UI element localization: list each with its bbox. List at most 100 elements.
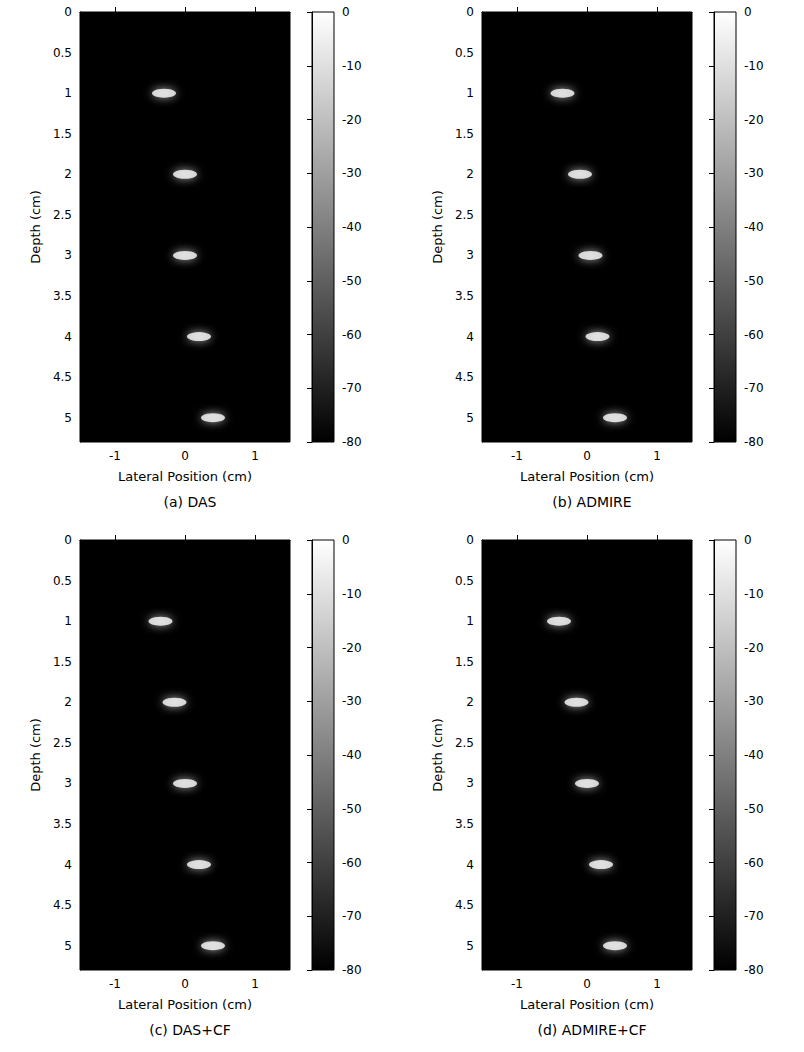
svg-text:-10: -10: [744, 587, 764, 601]
svg-text:(b) ADMIRE: (b) ADMIRE: [552, 494, 631, 510]
svg-text:2.5: 2.5: [53, 208, 72, 222]
svg-text:3: 3: [64, 776, 72, 790]
svg-text:-50: -50: [342, 274, 362, 288]
svg-text:-50: -50: [744, 274, 764, 288]
svg-text:-1: -1: [511, 977, 523, 991]
svg-text:-50: -50: [342, 802, 362, 816]
svg-text:Lateral Position (cm): Lateral Position (cm): [520, 997, 654, 1012]
svg-text:4.5: 4.5: [455, 898, 474, 912]
svg-text:0: 0: [64, 533, 72, 547]
svg-text:Depth (cm): Depth (cm): [430, 190, 445, 264]
svg-text:3.5: 3.5: [455, 817, 474, 831]
svg-text:4.5: 4.5: [53, 898, 72, 912]
svg-text:-10: -10: [342, 59, 362, 73]
svg-text:1: 1: [64, 614, 72, 628]
svg-text:Lateral Position (cm): Lateral Position (cm): [118, 469, 252, 484]
svg-text:4: 4: [64, 858, 72, 872]
svg-text:3: 3: [466, 248, 474, 262]
svg-text:-20: -20: [342, 641, 362, 655]
svg-text:1.5: 1.5: [53, 127, 72, 141]
svg-text:-40: -40: [342, 748, 362, 762]
svg-text:3: 3: [466, 776, 474, 790]
svg-text:3.5: 3.5: [53, 289, 72, 303]
svg-text:-70: -70: [342, 909, 362, 923]
svg-text:3: 3: [64, 248, 72, 262]
svg-text:1: 1: [251, 449, 259, 463]
svg-text:-1: -1: [511, 449, 523, 463]
svg-text:5: 5: [64, 939, 72, 953]
svg-text:-30: -30: [342, 694, 362, 708]
svg-text:0.5: 0.5: [53, 46, 72, 60]
svg-text:-20: -20: [342, 113, 362, 127]
svg-text:(d) ADMIRE+CF: (d) ADMIRE+CF: [538, 1022, 647, 1038]
svg-text:-10: -10: [342, 587, 362, 601]
svg-text:4.5: 4.5: [53, 370, 72, 384]
svg-text:0.5: 0.5: [455, 574, 474, 588]
svg-text:Depth (cm): Depth (cm): [28, 718, 43, 792]
svg-text:-60: -60: [342, 328, 362, 342]
svg-text:0: 0: [64, 5, 72, 19]
svg-text:-60: -60: [744, 856, 764, 870]
svg-text:2.5: 2.5: [455, 736, 474, 750]
svg-text:4: 4: [466, 858, 474, 872]
svg-text:-10: -10: [744, 59, 764, 73]
svg-text:1.5: 1.5: [455, 655, 474, 669]
svg-text:1: 1: [653, 449, 661, 463]
svg-text:1.5: 1.5: [53, 655, 72, 669]
svg-text:-80: -80: [744, 963, 764, 977]
svg-text:0: 0: [342, 5, 350, 19]
svg-text:1: 1: [251, 977, 259, 991]
svg-text:4.5: 4.5: [455, 370, 474, 384]
svg-text:5: 5: [466, 411, 474, 425]
svg-text:5: 5: [466, 939, 474, 953]
svg-text:0: 0: [181, 977, 189, 991]
svg-text:-20: -20: [744, 113, 764, 127]
svg-text:-40: -40: [744, 220, 764, 234]
svg-text:(a) DAS: (a) DAS: [164, 494, 217, 510]
svg-text:-80: -80: [342, 435, 362, 449]
svg-text:-40: -40: [342, 220, 362, 234]
svg-text:2: 2: [64, 167, 72, 181]
svg-text:0: 0: [466, 533, 474, 547]
svg-text:-30: -30: [342, 166, 362, 180]
svg-text:Lateral Position (cm): Lateral Position (cm): [520, 469, 654, 484]
svg-text:-30: -30: [744, 166, 764, 180]
svg-text:-40: -40: [744, 748, 764, 762]
svg-text:Depth (cm): Depth (cm): [430, 718, 445, 792]
svg-text:1: 1: [466, 86, 474, 100]
svg-text:1: 1: [466, 614, 474, 628]
svg-text:0: 0: [342, 533, 350, 547]
svg-text:0.5: 0.5: [455, 46, 474, 60]
svg-text:-1: -1: [109, 449, 121, 463]
svg-text:-70: -70: [342, 381, 362, 395]
svg-text:3.5: 3.5: [53, 817, 72, 831]
svg-text:1: 1: [64, 86, 72, 100]
svg-text:2.5: 2.5: [53, 736, 72, 750]
svg-text:-80: -80: [342, 963, 362, 977]
svg-text:Depth (cm): Depth (cm): [28, 190, 43, 264]
svg-text:2: 2: [466, 167, 474, 181]
svg-text:0: 0: [583, 449, 591, 463]
svg-text:Lateral Position (cm): Lateral Position (cm): [118, 997, 252, 1012]
svg-text:2.5: 2.5: [455, 208, 474, 222]
svg-text:5: 5: [64, 411, 72, 425]
svg-text:-80: -80: [744, 435, 764, 449]
svg-text:-60: -60: [342, 856, 362, 870]
svg-text:0: 0: [583, 977, 591, 991]
svg-text:3.5: 3.5: [455, 289, 474, 303]
svg-text:-70: -70: [744, 381, 764, 395]
svg-text:-60: -60: [744, 328, 764, 342]
svg-text:(c) DAS+CF: (c) DAS+CF: [149, 1022, 231, 1038]
svg-text:1: 1: [653, 977, 661, 991]
svg-text:-30: -30: [744, 694, 764, 708]
svg-text:2: 2: [466, 695, 474, 709]
svg-text:-20: -20: [744, 641, 764, 655]
svg-text:2: 2: [64, 695, 72, 709]
svg-text:-50: -50: [744, 802, 764, 816]
svg-text:0: 0: [744, 533, 752, 547]
svg-text:0: 0: [181, 449, 189, 463]
svg-text:1.5: 1.5: [455, 127, 474, 141]
svg-text:0.5: 0.5: [53, 574, 72, 588]
svg-text:-1: -1: [109, 977, 121, 991]
svg-text:-70: -70: [744, 909, 764, 923]
